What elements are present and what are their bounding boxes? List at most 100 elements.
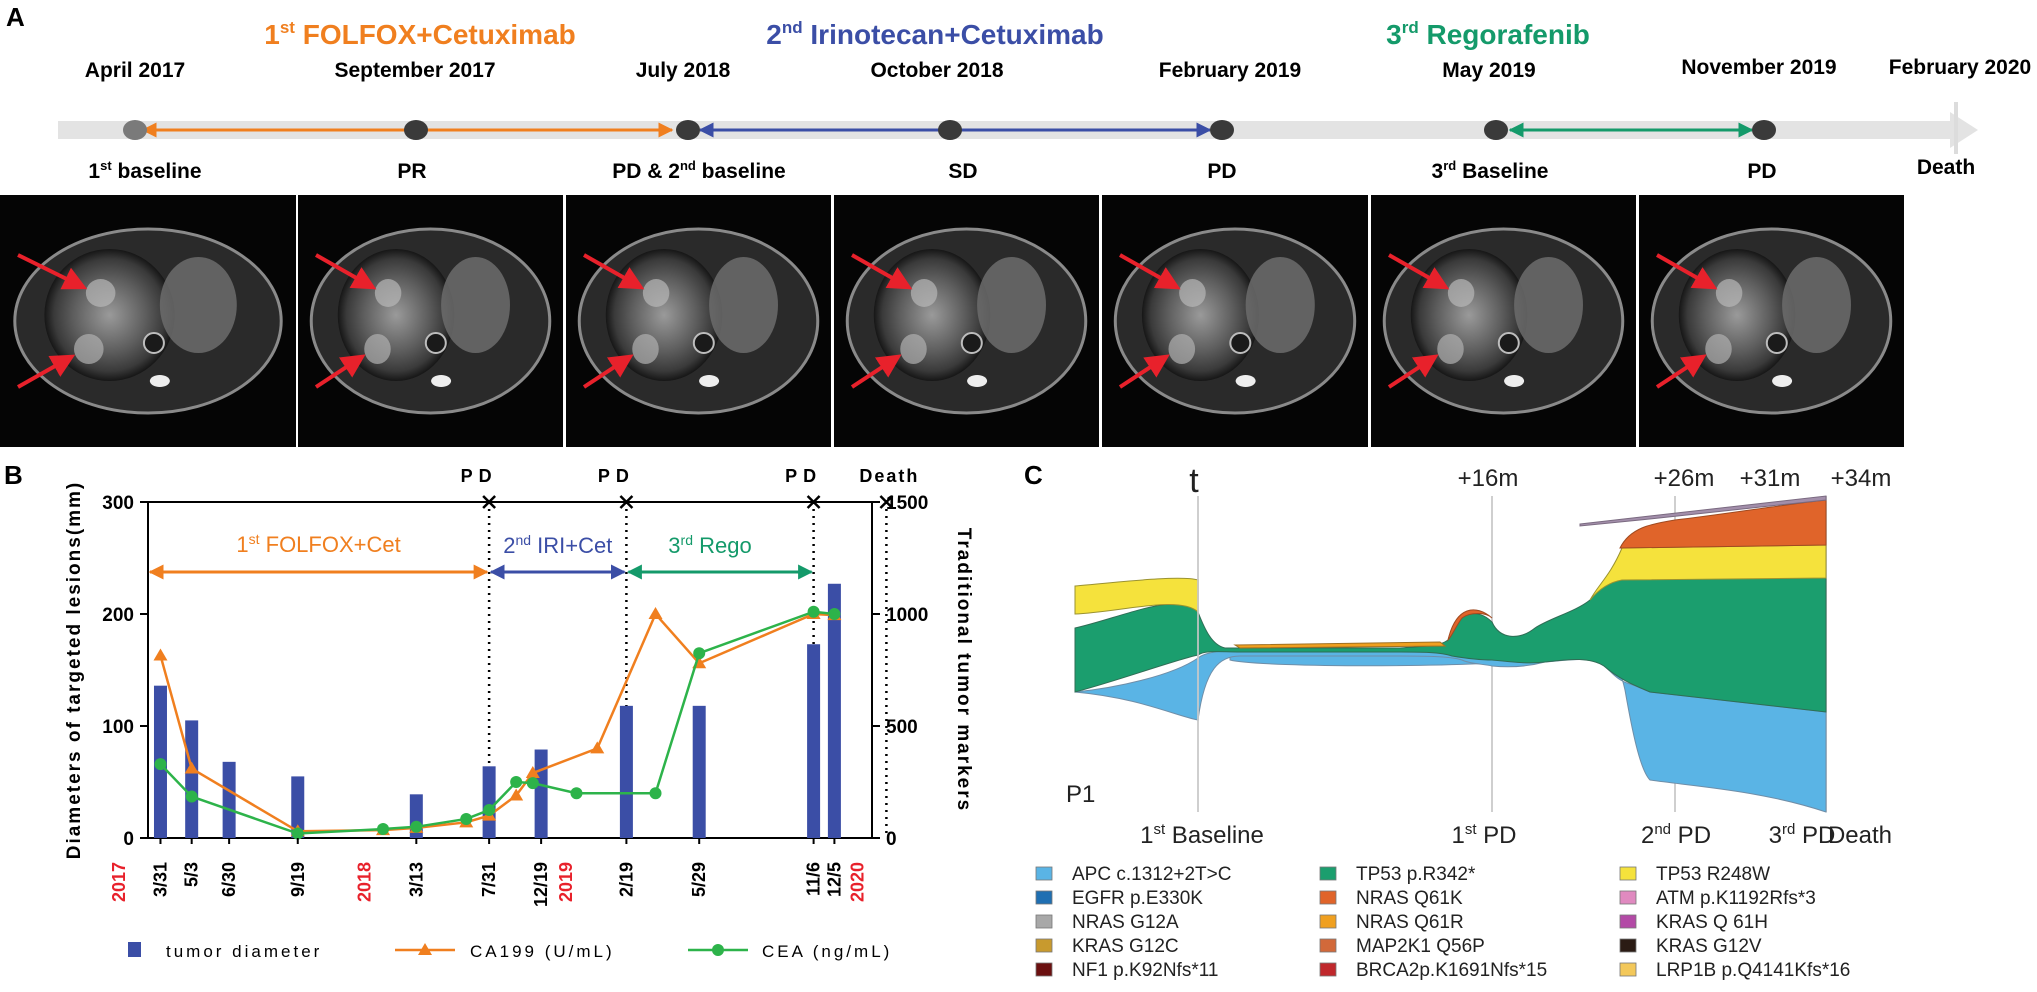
year-label: 2017 <box>109 862 129 902</box>
clone-area-minor-2 <box>1233 641 1447 649</box>
superscript: st <box>249 531 260 547</box>
legend-label: NF1 p.K92Nfs*11 <box>1072 960 1218 981</box>
lesion-arrow <box>583 253 645 290</box>
marker-cea <box>154 758 167 771</box>
marker-cea <box>185 790 198 803</box>
superscript: nd <box>515 532 531 548</box>
regimen-titles: 1st FOLFOX+Cetuximab 2nd Irinotecan+Cetux… <box>264 18 1590 50</box>
event-label: 2nd PD <box>1641 821 1711 849</box>
superscript: nd <box>680 158 696 173</box>
text-part: PD <box>1747 160 1776 183</box>
right-tick-label: 1000 <box>886 605 928 626</box>
marker-cea <box>291 827 304 840</box>
vertebra <box>1235 375 1256 387</box>
legend-swatch <box>1319 914 1337 929</box>
x-tick-label: 7/31 <box>479 862 499 897</box>
right-tick-label: 500 <box>886 717 918 738</box>
timeline-event: PD <box>1747 160 1776 183</box>
mri-scan <box>1371 195 1636 447</box>
panel-c-legend: APC c.1312+2T>C TP53 p.R342* TP53 R248W EGF… <box>1035 864 1850 981</box>
legend-label: KRAS G12V <box>1656 936 1762 957</box>
regimen-title: 3rd Regorafenib <box>1386 18 1590 50</box>
legend-label: EGFR p.E330K <box>1072 888 1203 909</box>
bar-tumor-diameter <box>185 720 199 838</box>
legend-label: ATM p.K1192Rfs*3 <box>1656 888 1816 909</box>
text-part: 1 <box>1140 822 1153 849</box>
marker-cea <box>693 647 706 660</box>
lesion-arrow <box>850 354 902 389</box>
text-part: baseline <box>112 160 202 183</box>
superscript: nd <box>1654 821 1671 838</box>
stomach <box>1245 257 1315 353</box>
mri-scan <box>834 195 1099 447</box>
timeline-date: September 2017 <box>334 59 495 82</box>
superscript: st <box>280 18 295 37</box>
mri-scan <box>566 195 831 447</box>
lesion-arrow <box>1656 253 1718 290</box>
marker-cea <box>460 812 473 825</box>
text-part: IRI+Cet <box>531 533 612 558</box>
stomach <box>1782 257 1852 353</box>
regimen-label: 2nd IRI+Cet <box>503 532 612 558</box>
x-tick-label: 9/19 <box>288 862 308 897</box>
text-part: Baseline <box>1456 160 1548 183</box>
year-label: 2020 <box>847 862 867 902</box>
text-part: FOLFOX+Cet <box>260 532 401 557</box>
marker-cea <box>510 776 523 788</box>
mri-scan <box>298 195 563 447</box>
timeline-dates: April 2017 September 2017 July 2018 October… <box>85 56 2031 82</box>
bar-tumor-diameter <box>692 705 706 838</box>
lesion <box>1168 334 1196 364</box>
lesion-arrow <box>315 253 377 290</box>
x-tick-label: 2/19 <box>616 862 636 897</box>
x-tick-label: 12/5 <box>824 862 844 897</box>
timeline-date: May 2019 <box>1442 59 1535 82</box>
timeline-event: 3rd Baseline <box>1432 158 1549 183</box>
timeline-date: February 2020 <box>1889 56 2031 79</box>
lesion <box>1447 279 1475 307</box>
aorta <box>1765 332 1788 354</box>
legend-swatch <box>1319 938 1337 953</box>
lesion-arrow <box>582 354 634 389</box>
mri-scan <box>1639 195 1904 447</box>
text-part: 2 <box>503 533 515 558</box>
legend-label: tumor diameter <box>166 942 322 961</box>
text-part: baseline <box>696 160 786 183</box>
timepoint-dot <box>938 120 962 140</box>
legend-swatch <box>1319 890 1337 905</box>
vertebra <box>149 375 170 387</box>
right-tick-label: 1500 <box>886 493 928 514</box>
left-tick-label: 100 <box>102 717 134 738</box>
line-ca199 <box>159 611 835 833</box>
x-tick-label: 6/30 <box>219 862 239 897</box>
timepoint-dot <box>1210 120 1234 140</box>
event-cross <box>806 495 821 509</box>
marker-cea <box>526 777 539 790</box>
bar-tumor-diameter <box>534 749 548 838</box>
superscript: st <box>100 158 112 173</box>
panel-c-time-labels: t +16m +26m +31m +34m <box>1189 462 1891 500</box>
lesion <box>1715 279 1743 307</box>
superscript: rd <box>1443 158 1456 173</box>
lesion <box>910 279 938 307</box>
marker-cea <box>570 787 583 800</box>
vertebra <box>431 375 452 387</box>
time-label: +31m <box>1740 465 1801 492</box>
bar-tumor-diameter <box>222 761 236 838</box>
aorta <box>960 332 983 354</box>
left-tick-label: 300 <box>102 493 134 514</box>
x-tick-label: 12/19 <box>531 862 551 907</box>
legend-swatch <box>1619 938 1637 953</box>
lesion-arrow <box>314 354 366 389</box>
legend-swatch <box>1035 890 1053 905</box>
timepoint-dot <box>676 120 700 140</box>
legend-label: NRAS Q61K <box>1356 888 1463 909</box>
marker-ca199 <box>153 648 168 661</box>
lesion <box>1437 334 1464 364</box>
clone-area-minor <box>1579 495 1827 527</box>
text-part: Baseline <box>1165 822 1264 849</box>
lesion-arrow <box>851 253 913 290</box>
timeline-date: April 2017 <box>85 59 185 82</box>
text-part: FOLFOX+Cetuximab <box>295 19 576 50</box>
